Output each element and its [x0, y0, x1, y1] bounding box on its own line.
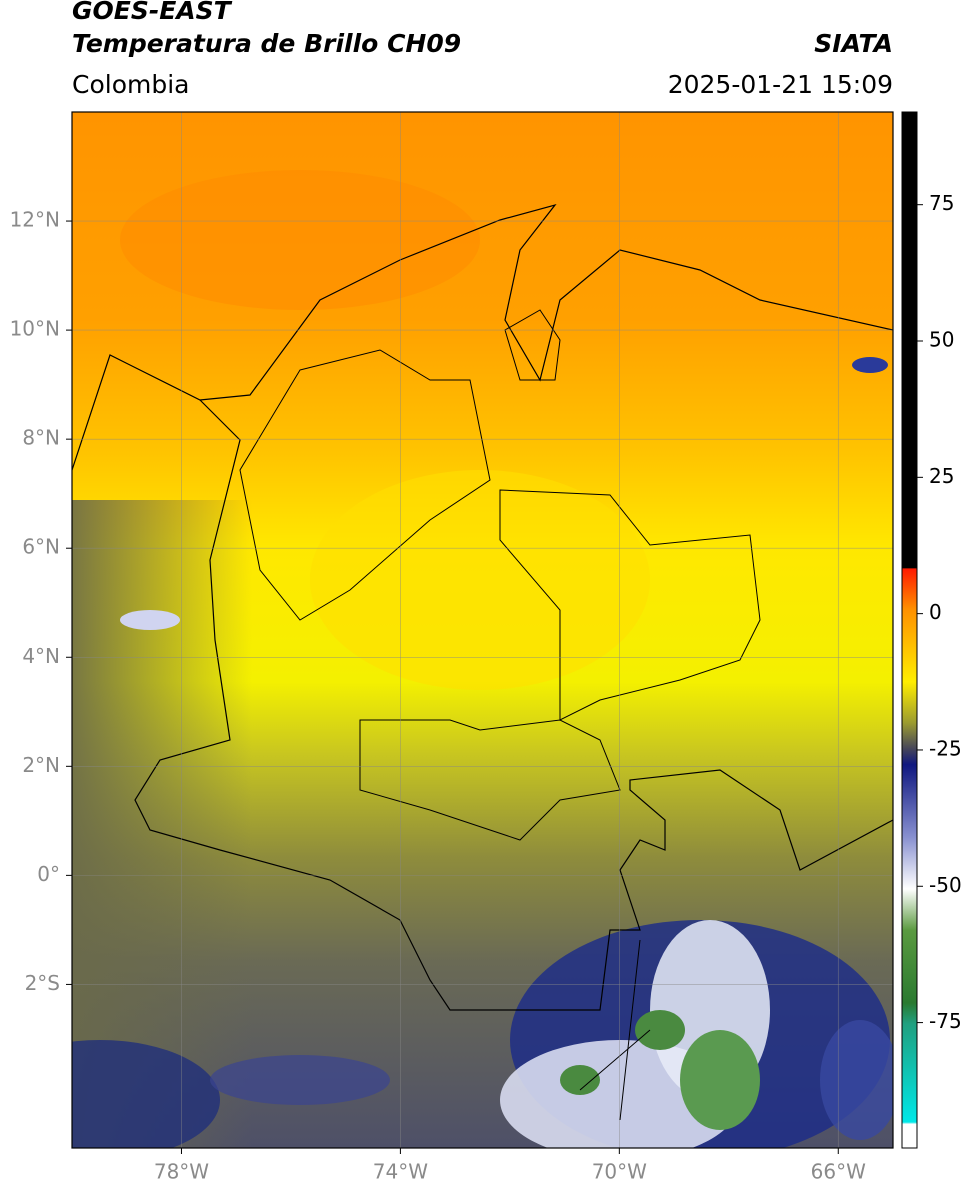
- colorbar-tick-label: 0: [929, 600, 942, 624]
- colorbar-tick-label: -75: [929, 1009, 962, 1033]
- colorbar-tick-label: -25: [929, 736, 962, 760]
- y-tick-label: 6°N: [22, 535, 60, 559]
- map-frame: [71, 111, 894, 1149]
- y-tick-label: 8°N: [22, 426, 60, 450]
- y-tick-label: 4°N: [22, 644, 60, 668]
- source: SIATA: [814, 29, 893, 58]
- y-tick-label: 12°N: [10, 208, 60, 232]
- x-tick-label: 70°W: [592, 1160, 647, 1184]
- y-tick-label: 10°N: [10, 317, 60, 341]
- region: Colombia: [72, 70, 189, 99]
- satellite: GOES-EAST: [72, 0, 233, 25]
- datetime: 2025-01-21 15:09: [668, 70, 893, 99]
- colorbar-tick-label: -50: [929, 873, 962, 897]
- y-tick-label: 0°: [37, 862, 60, 886]
- colorbar-tick-label: 50: [929, 328, 954, 352]
- graticule: [72, 112, 893, 1148]
- colorbar-tick-label: 25: [929, 464, 954, 488]
- product: Temperatura de Brillo CH09: [72, 29, 461, 58]
- x-tick-label: 66°W: [811, 1160, 866, 1184]
- colorbar: [901, 111, 918, 1149]
- x-tick-label: 78°W: [154, 1160, 209, 1184]
- y-tick-label: 2°S: [25, 971, 60, 995]
- y-tick-label: 2°N: [22, 753, 60, 777]
- colorbar-tick-label: 75: [929, 191, 954, 215]
- x-tick-label: 74°W: [373, 1160, 428, 1184]
- satellite-image: [72, 112, 893, 1148]
